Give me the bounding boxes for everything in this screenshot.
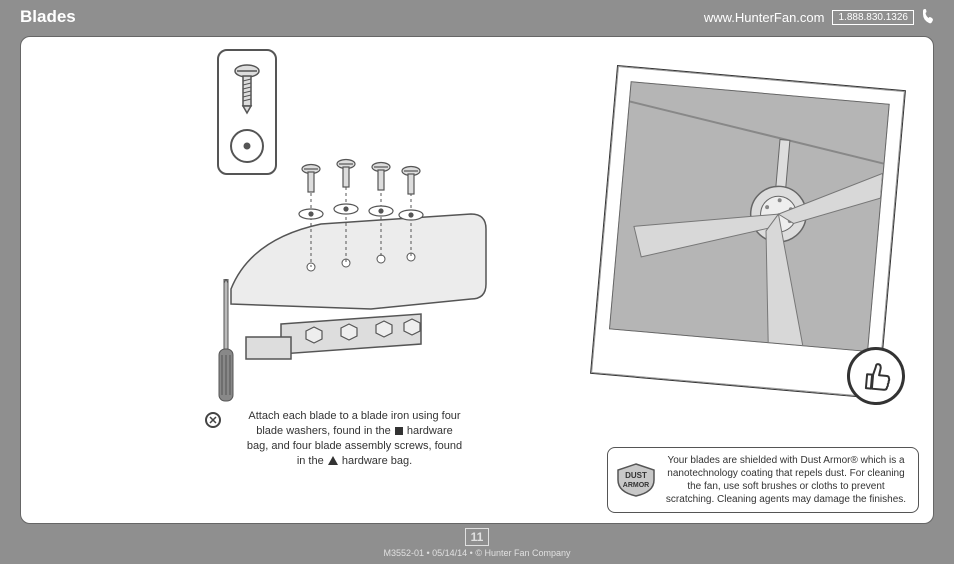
fan-photo <box>609 81 890 352</box>
instruction-line1: Attach each blade to a blade iron using … <box>248 410 460 422</box>
screw-icon <box>233 63 261 117</box>
page-number: 11 <box>465 528 490 546</box>
square-symbol <box>395 427 403 435</box>
parts-callout-box <box>217 49 277 175</box>
dust-armor-tip: DUST ARMOR Your blades are shielded with… <box>607 447 919 513</box>
instruction-text: Attach each blade to a blade iron using … <box>227 409 482 468</box>
website-link[interactable]: www.HunterFan.com <box>704 10 825 25</box>
phone-number: 1.888.830.1326 <box>832 10 914 25</box>
result-photo-frame <box>590 65 906 399</box>
assembly-illustration-area: ✕ Attach each blade to a blade iron usin… <box>31 49 461 509</box>
instruction-line2b: hardware <box>404 425 453 437</box>
dust-armor-badge-icon: DUST ARMOR <box>614 462 658 498</box>
svg-text:DUST: DUST <box>625 471 647 480</box>
main-panel: ✕ Attach each blade to a blade iron usin… <box>20 36 934 524</box>
page-footer: 11 M3552-01 • 05/14/14 • © Hunter Fan Co… <box>0 528 954 558</box>
triangle-symbol <box>328 456 338 465</box>
instruction-line4b: hardware bag. <box>339 455 412 467</box>
svg-text:ARMOR: ARMOR <box>623 482 649 489</box>
screwdriver-icon <box>217 279 235 409</box>
instruction-line2a: blade washers, found in the <box>256 425 394 437</box>
tip-text: Your blades are shielded with Dust Armor… <box>666 455 906 505</box>
footer-meta: M3552-01 • 05/14/14 • © Hunter Fan Compa… <box>383 548 570 558</box>
header-right-group: www.HunterFan.com 1.888.830.1326 <box>704 8 934 27</box>
crosshair-icon: ✕ <box>205 412 221 428</box>
instruction-line3: bag, and four blade assembly screws, fou… <box>247 440 462 452</box>
washer-icon <box>230 129 264 163</box>
page-header: Blades www.HunterFan.com 1.888.830.1326 <box>0 0 954 30</box>
page-title: Blades <box>20 7 76 27</box>
instruction-line4a: in the <box>297 455 327 467</box>
phone-icon <box>922 8 934 27</box>
